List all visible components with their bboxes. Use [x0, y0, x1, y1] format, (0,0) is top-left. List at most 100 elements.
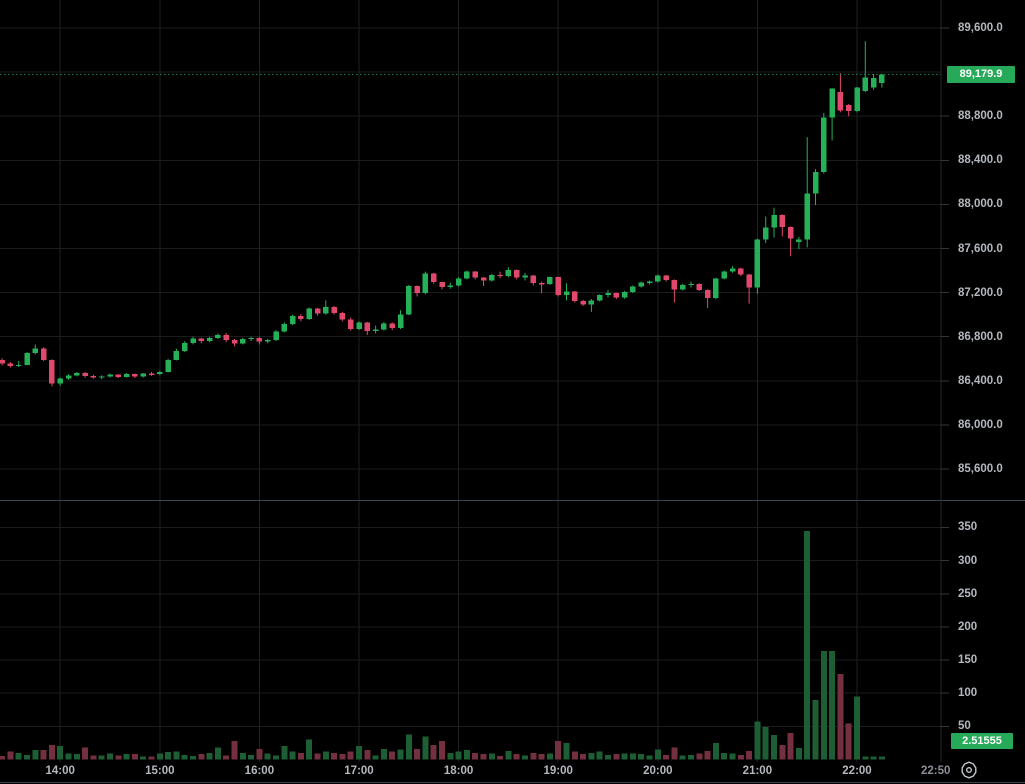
candle-body: [879, 74, 885, 84]
time-axis-label: 16:00: [244, 765, 275, 777]
volume-bar: [804, 530, 811, 760]
volume-bar: [845, 723, 852, 760]
candle-body: [389, 323, 395, 328]
volume-bar: [439, 740, 445, 760]
volume-bar: [239, 752, 246, 760]
volume-bar: [729, 753, 736, 760]
volume-bar: [455, 751, 462, 760]
gear-icon: [961, 761, 977, 779]
candle-body: [372, 329, 379, 332]
time-axis-label: 21:00: [742, 765, 773, 777]
volume-bar: [480, 754, 487, 760]
volume-bar: [829, 650, 836, 760]
volume-bar: [878, 756, 885, 760]
candle-body: [796, 239, 802, 242]
candle-body: [439, 282, 445, 288]
volume-bar: [654, 749, 661, 760]
candle-body: [331, 306, 337, 313]
volume-bar: [364, 750, 371, 760]
volume-bar: [339, 754, 346, 760]
volume-bar: [331, 752, 338, 760]
volume-bar: [190, 756, 196, 760]
price-gridlines: [0, 27, 941, 470]
volume-bar: [231, 740, 238, 760]
volume-bar: [306, 739, 313, 760]
volume-bar: [206, 752, 213, 760]
candle-body: [580, 300, 586, 305]
candle-body: [190, 338, 196, 343]
candle-body: [472, 271, 478, 278]
time-axis-label: 15:00: [145, 765, 175, 777]
candle-body: [821, 117, 827, 172]
last-volume-badge: 2.51555: [951, 733, 1013, 749]
candle-body: [779, 214, 786, 228]
volume-bar: [488, 753, 495, 760]
chart-settings-button[interactable]: [959, 760, 983, 782]
volume-bar: [314, 753, 321, 760]
candle-body: [447, 285, 454, 288]
volume-bar: [762, 727, 769, 760]
candle-body: [215, 335, 221, 338]
volume-bar: [347, 751, 354, 760]
volume-bar: [688, 754, 694, 760]
candle-body: [206, 337, 213, 342]
candle-body: [347, 319, 354, 329]
volume-bar: [32, 750, 39, 760]
time-axis-label: 14:00: [45, 765, 75, 777]
volume-bar: [422, 736, 429, 760]
volume-bar: [405, 734, 412, 760]
volume-axis-label: 150: [958, 654, 978, 667]
volume-gridlines: [0, 526, 941, 727]
candle-body: [248, 337, 254, 340]
candle-body: [771, 214, 777, 228]
volume-bar: [530, 752, 537, 760]
candle-body: [364, 322, 371, 332]
candle-body: [746, 274, 752, 288]
volume-bar: [463, 750, 470, 760]
candle-body: [381, 323, 387, 330]
volume-bar: [505, 750, 512, 760]
volume-bar: [148, 756, 155, 760]
volume-bar: [580, 754, 587, 760]
candle-body: [572, 291, 578, 301]
candle-body: [306, 308, 312, 320]
volume-bar: [356, 746, 362, 760]
volume-bar: [90, 755, 97, 760]
candle-body: [646, 281, 653, 283]
volume-bar: [107, 753, 113, 760]
volume-bar: [131, 754, 138, 760]
volume-bar: [563, 742, 570, 760]
candle-body: [638, 282, 644, 287]
candle-body: [497, 274, 503, 277]
volume-bar: [837, 673, 844, 760]
volume-bar: [48, 744, 55, 760]
candle-body: [32, 348, 39, 354]
candle-body: [713, 278, 719, 299]
volume-bar: [862, 756, 869, 760]
volume-axis-label: 100: [958, 687, 978, 700]
candle-body: [82, 373, 88, 376]
volume-bar: [297, 752, 304, 760]
volume-bar: [613, 754, 620, 760]
volume-bar: [289, 751, 296, 760]
volume-bar: [256, 748, 263, 760]
volume-axis-label: 50: [958, 720, 971, 733]
volume-bar: [57, 746, 64, 760]
candle-body: [40, 348, 47, 360]
volume-bar: [173, 751, 180, 760]
right-edge-time-label: 22:50: [921, 765, 951, 777]
candle-body: [464, 271, 470, 279]
candle-body: [538, 283, 545, 285]
volume-bar: [522, 755, 528, 760]
candle-body: [273, 331, 279, 341]
volume-axis-label: 350: [958, 521, 978, 534]
volume-bar: [447, 752, 454, 760]
volume-bar: [870, 756, 877, 760]
volume-bar: [546, 753, 553, 760]
last-price-value: 89,179.9: [959, 68, 1003, 81]
candle-body: [281, 324, 288, 332]
volume-bar: [771, 734, 777, 760]
volume-axis-label: 200: [958, 620, 978, 633]
candle-body: [314, 308, 321, 314]
